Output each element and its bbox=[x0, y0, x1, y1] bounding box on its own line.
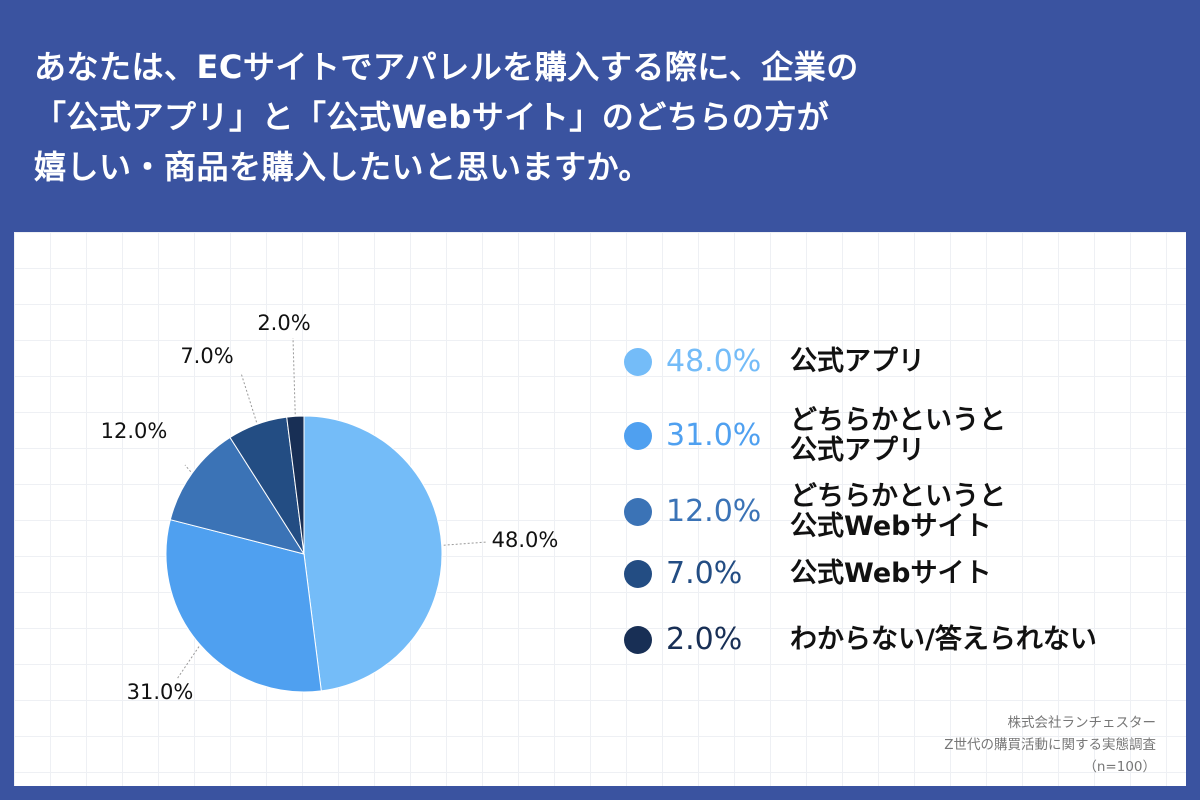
data-label-unknown: 2.0% bbox=[257, 311, 310, 335]
legend-swatch-rather-web bbox=[624, 498, 652, 526]
legend-label-rather-web-line-2: 公式Webサイト bbox=[790, 511, 992, 542]
leader-line-unknown bbox=[292, 337, 296, 415]
legend-swatch-web bbox=[624, 560, 652, 588]
title-line-3: 嬉しい・商品を購入したいと思いますか。 bbox=[34, 148, 651, 186]
pie-chart: 48.0% 31.0% 12.0% 7.0% 2.0% bbox=[101, 311, 559, 704]
legend-pct-rather-app: 31.0% bbox=[666, 418, 762, 453]
legend-item-web: 7.0% 公式Webサイト bbox=[622, 544, 1162, 604]
source-survey: Z世代の購買活動に関する実態調査 bbox=[944, 737, 1156, 753]
legend-item-unknown: 2.0% わからない/答えられない bbox=[622, 610, 1162, 670]
legend-label-web-line-1: 公式Webサイト bbox=[790, 558, 992, 589]
legend-pct-app: 48.0% bbox=[666, 344, 762, 379]
pie-slice-app bbox=[303, 415, 443, 692]
leader-line-web bbox=[240, 372, 258, 423]
legend-swatch-unknown bbox=[624, 626, 652, 654]
legend-label-rather-web-line-1: どちらかというと bbox=[790, 481, 1006, 512]
legend-pct-rather-web: 12.0% bbox=[666, 494, 762, 529]
chart-panel: 48.0% 31.0% 12.0% 7.0% 2.0% 48.0% 公式アプリ 31.0… bbox=[14, 232, 1186, 786]
pie-slice-unknown bbox=[286, 415, 305, 555]
pie-slice-rather-web bbox=[169, 436, 306, 555]
source-company: 株式会社ランチェスター bbox=[1007, 715, 1157, 731]
source-note: 株式会社ランチェスター Z世代の購買活動に関する実態調査 （n=100） bbox=[944, 712, 1156, 778]
chart-title: あなたは、ECサイトでアパレルを購入する際に、企業の 「公式アプリ」と「公式We… bbox=[34, 42, 1164, 192]
data-label-rather-app: 31.0% bbox=[127, 680, 194, 704]
pie-slice-rather-app bbox=[165, 519, 322, 693]
legend-label-unknown-line-1: わからない/答えられない bbox=[790, 624, 1097, 655]
legend-pct-unknown: 2.0% bbox=[666, 622, 743, 657]
legend-label-web: 公式Webサイト bbox=[790, 544, 1160, 604]
legend-label-rather-app-line-1: どちらかというと bbox=[790, 405, 1006, 436]
leader-line-rather-app bbox=[176, 646, 200, 680]
legend-pct-web: 7.0% bbox=[666, 556, 743, 591]
legend-label-rather-app-line-2: 公式アプリ bbox=[790, 435, 925, 466]
leader-line-app bbox=[443, 541, 488, 546]
legend-label-app: 公式アプリ bbox=[790, 332, 1160, 392]
leader-line-rather-web bbox=[184, 464, 192, 473]
legend-label-rather-app: どちらかというと 公式アプリ bbox=[790, 406, 1160, 466]
data-label-app: 48.0% bbox=[492, 528, 559, 552]
title-line-2: 「公式アプリ」と「公式Webサイト」のどちらの方が bbox=[34, 98, 830, 136]
legend-item-rather-app: 31.0% どちらかというと 公式アプリ bbox=[622, 406, 1162, 466]
title-line-1: あなたは、ECサイトでアパレルを購入する際に、企業の bbox=[34, 48, 859, 86]
source-sample: （n=100） bbox=[1083, 759, 1156, 775]
legend-label-unknown: わからない/答えられない bbox=[790, 610, 1160, 670]
legend-item-rather-web: 12.0% どちらかというと 公式Webサイト bbox=[622, 482, 1162, 542]
legend-item-app: 48.0% 公式アプリ bbox=[622, 332, 1162, 392]
legend-label-app-line-1: 公式アプリ bbox=[790, 346, 925, 377]
data-label-web: 7.0% bbox=[180, 344, 233, 368]
legend-swatch-app bbox=[624, 348, 652, 376]
legend-label-rather-web: どちらかというと 公式Webサイト bbox=[790, 482, 1160, 542]
data-label-rather-web: 12.0% bbox=[101, 419, 168, 443]
legend-swatch-rather-app bbox=[624, 422, 652, 450]
